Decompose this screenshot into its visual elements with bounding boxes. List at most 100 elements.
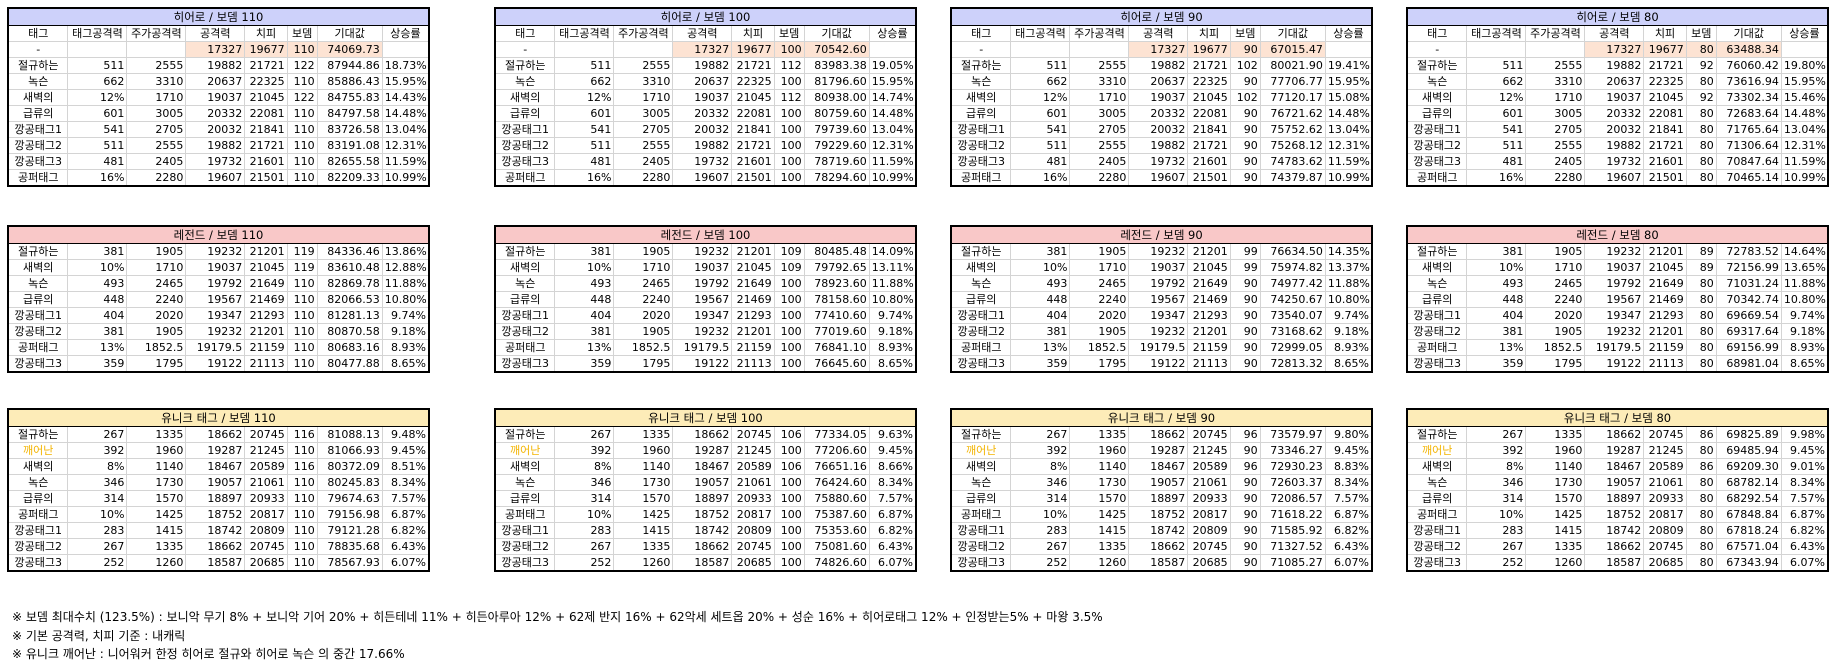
tag-name-cell: 깡공태그2 xyxy=(494,538,556,555)
tag-name-cell: 절규하는 xyxy=(1406,426,1468,443)
table-cell: 100 xyxy=(773,291,805,308)
table-title: 히어로 / 보뎀 110 xyxy=(7,7,430,26)
table-cell: 9.45% xyxy=(381,442,430,459)
tag-name-cell: 공퍼태그 xyxy=(1406,506,1468,523)
table-row: 깡공태그3 252 1260 18587 20685 80 67343.94 6.07% xyxy=(1406,554,1829,572)
table-row: 새벽의 10% 1710 19037 21045 119 83610.48 12.88% xyxy=(7,259,430,276)
base-row: - 17327 19677 110 74069.73 xyxy=(7,41,430,58)
table-cell: 1570 xyxy=(1525,490,1586,507)
table-cell: 17327 xyxy=(1128,41,1189,58)
table-cell: 20685 xyxy=(244,554,288,572)
table-cell: 448 xyxy=(67,291,128,308)
table-cell: 73168.62 xyxy=(1259,323,1326,340)
tag-name-cell: 깡공태그2 xyxy=(1406,538,1468,555)
table-cell: 1905 xyxy=(126,323,187,340)
table-cell: 2465 xyxy=(613,275,674,292)
tag-name-cell: 공퍼태그 xyxy=(7,339,69,356)
table-cell: 8.65% xyxy=(868,355,917,373)
table-row: 녹슨 493 2465 19792 21649 100 78923.60 11.88% xyxy=(494,275,917,292)
table-cell: 19037 xyxy=(1584,89,1645,106)
tag-name-cell: 녹슨 xyxy=(1406,73,1468,90)
table-cell: 90 xyxy=(1229,355,1261,373)
table-cell: 19567 xyxy=(1128,291,1189,308)
table-cell: 404 xyxy=(67,307,128,324)
table-cell: 21061 xyxy=(1643,474,1687,491)
table-cell: 18662 xyxy=(1584,426,1645,443)
table-cell: 78294.60 xyxy=(803,169,870,187)
table-cell: 8% xyxy=(1010,458,1071,475)
table-cell: 100 xyxy=(773,275,805,292)
table-cell: 77206.60 xyxy=(803,442,870,459)
column-header: 태그 xyxy=(950,25,1012,42)
table-cell: 71618.22 xyxy=(1259,506,1326,523)
table-cell: 6.07% xyxy=(381,554,430,572)
table-cell: 283 xyxy=(1466,522,1527,539)
table-cell: 67818.24 xyxy=(1715,522,1782,539)
table-cell: 6.43% xyxy=(381,538,430,555)
header-row: 태그 태그공격력 주가공격력 공격력 치피 보뎀 기대값 상승률 xyxy=(494,25,917,42)
tag-name-cell: 공퍼태그 xyxy=(1406,339,1468,356)
table-row: 절규하는 267 1335 18662 20745 86 69825.89 9.98% xyxy=(1406,426,1829,443)
tag-name-cell: 새벽의 xyxy=(494,259,556,276)
table-cell: 75081.60 xyxy=(803,538,870,555)
table-cell: 404 xyxy=(554,307,615,324)
table-cell: 110 xyxy=(286,41,318,58)
table-cell: 90 xyxy=(1229,121,1261,138)
tag-name-cell: 녹슨 xyxy=(950,73,1012,90)
table-cell: 19677 xyxy=(1187,41,1231,58)
table-row: 절규하는 381 1905 19232 21201 89 72783.52 14.64% xyxy=(1406,243,1829,260)
table-cell: 22081 xyxy=(244,105,288,122)
table-cell: 1140 xyxy=(1069,458,1130,475)
table-cell: 110 xyxy=(286,73,318,90)
hero-table: 히어로 / 보뎀 100 태그 태그공격력 주가공격력 공격력 치피 보뎀 기대값 상승률 -17… xyxy=(494,7,917,187)
table-cell: 21201 xyxy=(1643,243,1687,260)
column-header: 상승률 xyxy=(1780,25,1829,42)
table-cell: 21721 xyxy=(1187,57,1231,74)
table-cell: 1140 xyxy=(1525,458,1586,475)
tag-name-cell: 공퍼태그 xyxy=(1406,169,1468,187)
table-cell: 21721 xyxy=(1643,57,1687,74)
table-cell: 100 xyxy=(773,153,805,170)
table-cell: 75752.62 xyxy=(1259,121,1326,138)
table-cell: 78719.60 xyxy=(803,153,870,170)
table-cell: 20745 xyxy=(1643,538,1687,555)
table-cell: 19607 xyxy=(1128,169,1189,187)
table-cell: 1570 xyxy=(613,490,674,507)
column-header: 태그 xyxy=(1406,25,1468,42)
table-cell: 100 xyxy=(773,73,805,90)
column-header: 공격력 xyxy=(1584,25,1645,42)
table-cell: 1710 xyxy=(126,259,187,276)
table-row: 녹슨 662 3310 20637 22325 110 85886.43 15.95% xyxy=(7,73,430,90)
table-cell: 19232 xyxy=(672,323,733,340)
table-cell: 21841 xyxy=(1187,121,1231,138)
table-cell: 1795 xyxy=(1069,355,1130,373)
table-cell: 20817 xyxy=(1187,506,1231,523)
table-cell: 18742 xyxy=(1128,522,1189,539)
table-cell: 2020 xyxy=(1525,307,1586,324)
table-cell: 90 xyxy=(1229,554,1261,572)
tag-name-cell: 절규하는 xyxy=(7,57,69,74)
tag-name-cell: 깡공태그3 xyxy=(950,554,1012,572)
table-cell: 110 xyxy=(286,522,318,539)
table-cell: 7.57% xyxy=(381,490,430,507)
table-cell: 18662 xyxy=(672,426,733,443)
table-cell: 90 xyxy=(1229,105,1261,122)
table-cell: 21113 xyxy=(1187,355,1231,373)
table-title: 레전드 / 보뎀 100 xyxy=(494,225,917,244)
table-cell: 19567 xyxy=(185,291,246,308)
table-cell: 8.34% xyxy=(868,474,917,491)
tag-name-cell: 급류의 xyxy=(7,291,69,308)
table-cell: 20589 xyxy=(244,458,288,475)
table-cell: 110 xyxy=(286,137,318,154)
table-cell: 19037 xyxy=(672,259,733,276)
table-cell: 1335 xyxy=(126,426,187,443)
tag-name-cell: 공퍼태그 xyxy=(7,506,69,523)
tag-name-cell: 새벽의 xyxy=(7,259,69,276)
table-row: 깨어난 392 1960 19287 21245 110 81066.93 9.45% xyxy=(7,442,430,459)
table-cell: 80 xyxy=(1685,522,1717,539)
table-cell: 21649 xyxy=(1187,275,1231,292)
tag-name-cell: 녹슨 xyxy=(950,474,1012,491)
table-cell: 283 xyxy=(1010,522,1071,539)
table-cell: 110 xyxy=(286,355,318,373)
table-cell: 119 xyxy=(286,259,318,276)
